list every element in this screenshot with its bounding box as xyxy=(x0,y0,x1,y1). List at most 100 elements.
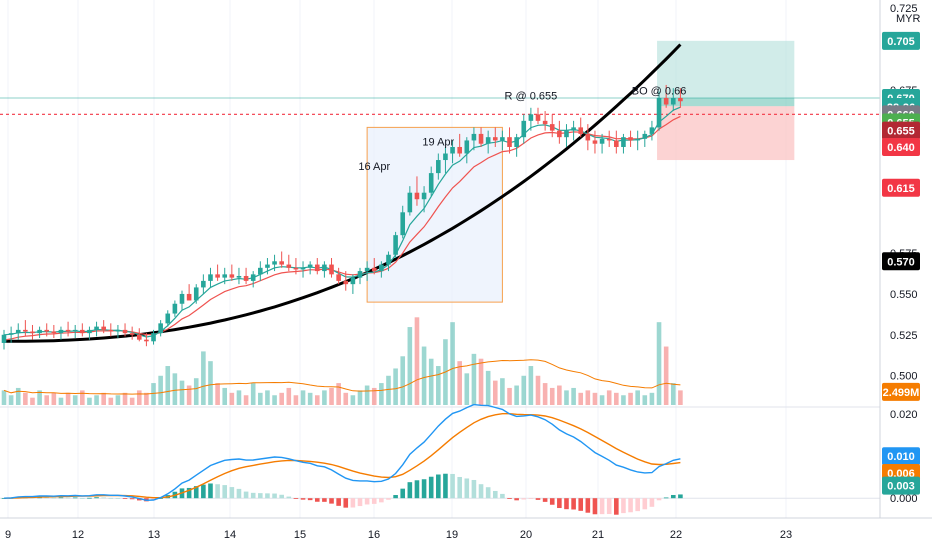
candle-body xyxy=(421,192,427,200)
candle-body xyxy=(457,146,462,154)
time-tick-label: 9 xyxy=(5,529,11,541)
volume-bar xyxy=(549,387,555,405)
candle xyxy=(450,140,455,164)
candle-body xyxy=(663,97,669,105)
price-tag-label: 0.655 xyxy=(887,126,915,138)
candle-body xyxy=(678,97,683,102)
candle-body xyxy=(500,137,505,141)
candle xyxy=(471,127,477,151)
macd-histogram-bar xyxy=(215,484,220,499)
price-tag: 0.615 xyxy=(882,178,920,197)
candle xyxy=(642,130,648,147)
macd-histogram-bar xyxy=(379,498,384,503)
candle-body xyxy=(65,329,71,332)
candle xyxy=(663,84,669,108)
time-axis-ticks[interactable]: 9 12 13 14 15 16 19 20 21 22 23 xyxy=(5,529,792,541)
candle xyxy=(514,133,519,157)
candle xyxy=(443,146,448,174)
volume-bar xyxy=(293,395,299,405)
candle xyxy=(172,300,178,317)
candle-body xyxy=(621,137,626,147)
macd-histogram-bar xyxy=(528,498,534,499)
candle xyxy=(670,88,676,112)
macd-histogram-bar xyxy=(443,473,448,499)
macd-histogram-bar xyxy=(663,497,669,499)
candle-body xyxy=(108,329,114,332)
volume-bar xyxy=(649,392,655,405)
candle xyxy=(158,320,163,337)
macd-histogram-bar xyxy=(564,498,569,510)
macd-axis-ticks[interactable]: 0.020 0.000 xyxy=(890,409,918,505)
candle xyxy=(300,261,306,278)
volume-bar xyxy=(144,392,149,405)
candle xyxy=(535,107,541,125)
candle xyxy=(393,231,398,259)
candle-body xyxy=(300,267,306,270)
candle-body xyxy=(307,264,313,268)
macd-histogram-bar xyxy=(557,498,562,509)
candle xyxy=(614,130,619,154)
macd-histogram-bar xyxy=(578,498,584,511)
annotation-label: 19 Apr xyxy=(422,136,454,148)
candle xyxy=(115,324,121,339)
candle xyxy=(51,324,57,339)
candle xyxy=(30,324,35,340)
macd-histogram-bar xyxy=(500,493,505,499)
candle xyxy=(37,326,42,339)
position-stop-zone xyxy=(657,106,795,161)
candle-body xyxy=(614,140,619,147)
candle-body xyxy=(485,137,491,144)
volume-bar xyxy=(201,351,206,405)
price-tag-bg xyxy=(882,137,920,156)
candle xyxy=(136,328,142,342)
macd-line xyxy=(3,403,681,502)
macd-histogram-bar xyxy=(656,498,662,501)
macd-histogram-bar xyxy=(407,482,413,499)
macd-histogram-bar xyxy=(507,498,512,499)
macd-histogram-bar xyxy=(364,498,370,505)
candle-body xyxy=(350,277,356,285)
macd-histogram-bar xyxy=(400,488,406,499)
macd-histogram-bar xyxy=(642,498,648,510)
candle xyxy=(656,91,662,131)
volume-bar xyxy=(101,392,106,405)
volume-bar xyxy=(58,397,64,405)
volume-bar xyxy=(236,390,242,405)
candle xyxy=(585,124,591,151)
candle xyxy=(564,124,569,147)
macd-tick-label: 0.020 xyxy=(890,409,918,421)
volume-bar xyxy=(414,317,420,405)
candle xyxy=(635,130,640,151)
candle xyxy=(628,130,633,147)
candle xyxy=(478,127,484,147)
candle xyxy=(201,274,206,294)
candle xyxy=(507,127,512,154)
macd-histogram-bar xyxy=(272,493,277,499)
volume-bar xyxy=(478,358,484,405)
price-tick-label: 0.500 xyxy=(890,371,918,383)
macd-histogram-bar xyxy=(571,498,576,510)
candle-body xyxy=(144,339,149,342)
macd-histogram-bar xyxy=(343,498,349,508)
macd-histogram-bar xyxy=(258,493,263,499)
volume-bar xyxy=(286,387,292,405)
candle xyxy=(222,267,228,285)
volume-bar xyxy=(592,392,598,405)
price-tick-label: 0.525 xyxy=(890,330,918,342)
macd-histogram-bar xyxy=(428,476,434,499)
macd-tag: 0.010 xyxy=(882,447,920,466)
volume-bar xyxy=(329,387,334,405)
volume-bar xyxy=(663,346,669,405)
macd-histogram-bar xyxy=(314,498,320,502)
macd-histogram-bar xyxy=(357,498,363,507)
macd-histogram-bar xyxy=(599,498,605,515)
volume-bar xyxy=(336,383,341,405)
macd-tag: 0.003 xyxy=(882,476,920,495)
volume-bar xyxy=(193,378,199,405)
macd-histogram-bar xyxy=(307,498,313,501)
candle-body xyxy=(393,235,398,255)
macd-histogram-bar xyxy=(72,497,78,499)
candle xyxy=(379,261,384,278)
